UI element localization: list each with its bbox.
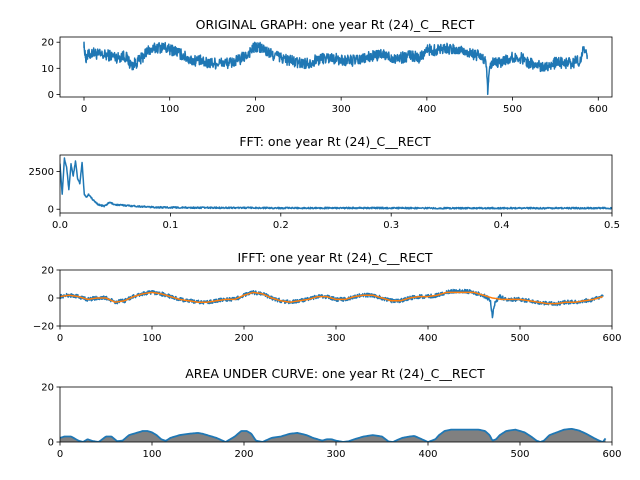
fft-panel: FFT: one year Rt (24)_C__RECT 0.0 0.1 0.2 0…	[29, 134, 620, 231]
ifft-x-tick-label: 600	[602, 333, 621, 344]
ifft-x-tick-label: 300	[326, 333, 345, 344]
original-x-tick-label: 500	[503, 104, 522, 115]
original-axes-frame	[59, 36, 613, 98]
fft-x-tick-label: 0.1	[162, 220, 178, 231]
fft-x-tick-label: 0.0	[52, 220, 68, 231]
ifft-x-tick-label: 500	[510, 333, 529, 344]
original-x-tick-label: 400	[417, 104, 436, 115]
ifft-x-tick-label: 200	[234, 333, 253, 344]
ifft-y-tick-label: −20	[33, 322, 54, 333]
area-x-tick-label: 600	[602, 449, 621, 460]
ifft-y-tick-label: 20	[41, 266, 54, 277]
original-y-tick-label: 20	[41, 38, 54, 49]
fft-series-line	[60, 157, 612, 210]
fft-x-tick-label: 0.5	[604, 220, 620, 231]
area-y-tick-label: 0	[48, 438, 54, 449]
fft-x-tick-label: 0.4	[494, 220, 510, 231]
ifft-series-line-2	[60, 291, 604, 305]
area-x-tick-label: 0	[57, 449, 63, 460]
original-graph-title: ORIGINAL GRAPH: one year Rt (24)_C__RECT	[196, 17, 475, 32]
fft-x-tick-label: 0.3	[383, 220, 399, 231]
area-under-curve-panel: AREA UNDER CURVE: one year Rt (24)_C__RE…	[41, 366, 621, 460]
ifft-plot-area	[60, 288, 604, 319]
fft-y-tick-label: 2500	[29, 167, 54, 178]
ifft-title: IFFT: one year Rt (24)_C__RECT	[237, 250, 432, 265]
original-x-tick-label: 0	[81, 104, 87, 115]
original-x-tick-label: 600	[589, 104, 608, 115]
fft-axes-frame	[59, 154, 613, 214]
fft-plot-area	[60, 157, 612, 210]
area-area-fill	[60, 428, 606, 442]
area-series-line	[60, 427, 607, 442]
fft-x-tick-label: 0.2	[273, 220, 289, 231]
original-y-tick-label: 10	[41, 64, 54, 75]
ifft-x-tick-label: 100	[142, 333, 161, 344]
area-x-tick-label: 100	[142, 449, 161, 460]
ifft-x-tick-label: 400	[418, 333, 437, 344]
original-y-tick-label: 0	[48, 90, 54, 101]
ifft-panel: IFFT: one year Rt (24)_C__RECT 0 100 200 30…	[33, 250, 622, 344]
area-x-tick-label: 200	[234, 449, 253, 460]
original-x-tick-label: 300	[332, 104, 351, 115]
original-x-tick-label: 100	[160, 104, 179, 115]
fft-title: FFT: one year Rt (24)_C__RECT	[239, 134, 431, 149]
original-x-tick-label: 200	[246, 104, 265, 115]
area-y-tick-label: 20	[41, 383, 54, 394]
area-x-tick-label: 400	[418, 449, 437, 460]
ifft-x-tick-label: 0	[57, 333, 63, 344]
ifft-series-line	[60, 288, 604, 319]
ifft-y-tick-label: 0	[48, 294, 54, 305]
original-graph-panel: ORIGINAL GRAPH: one year Rt (24)_C__RECT…	[41, 17, 613, 115]
original-plot-area	[83, 41, 588, 96]
area-x-tick-label: 300	[326, 449, 345, 460]
original-series-line	[83, 41, 588, 96]
area-x-tick-label: 500	[510, 449, 529, 460]
area-under-curve-title: AREA UNDER CURVE: one year Rt (24)_C__RE…	[185, 366, 485, 381]
area-plot-area	[60, 427, 607, 442]
fft-y-tick-label: 0	[48, 205, 54, 216]
